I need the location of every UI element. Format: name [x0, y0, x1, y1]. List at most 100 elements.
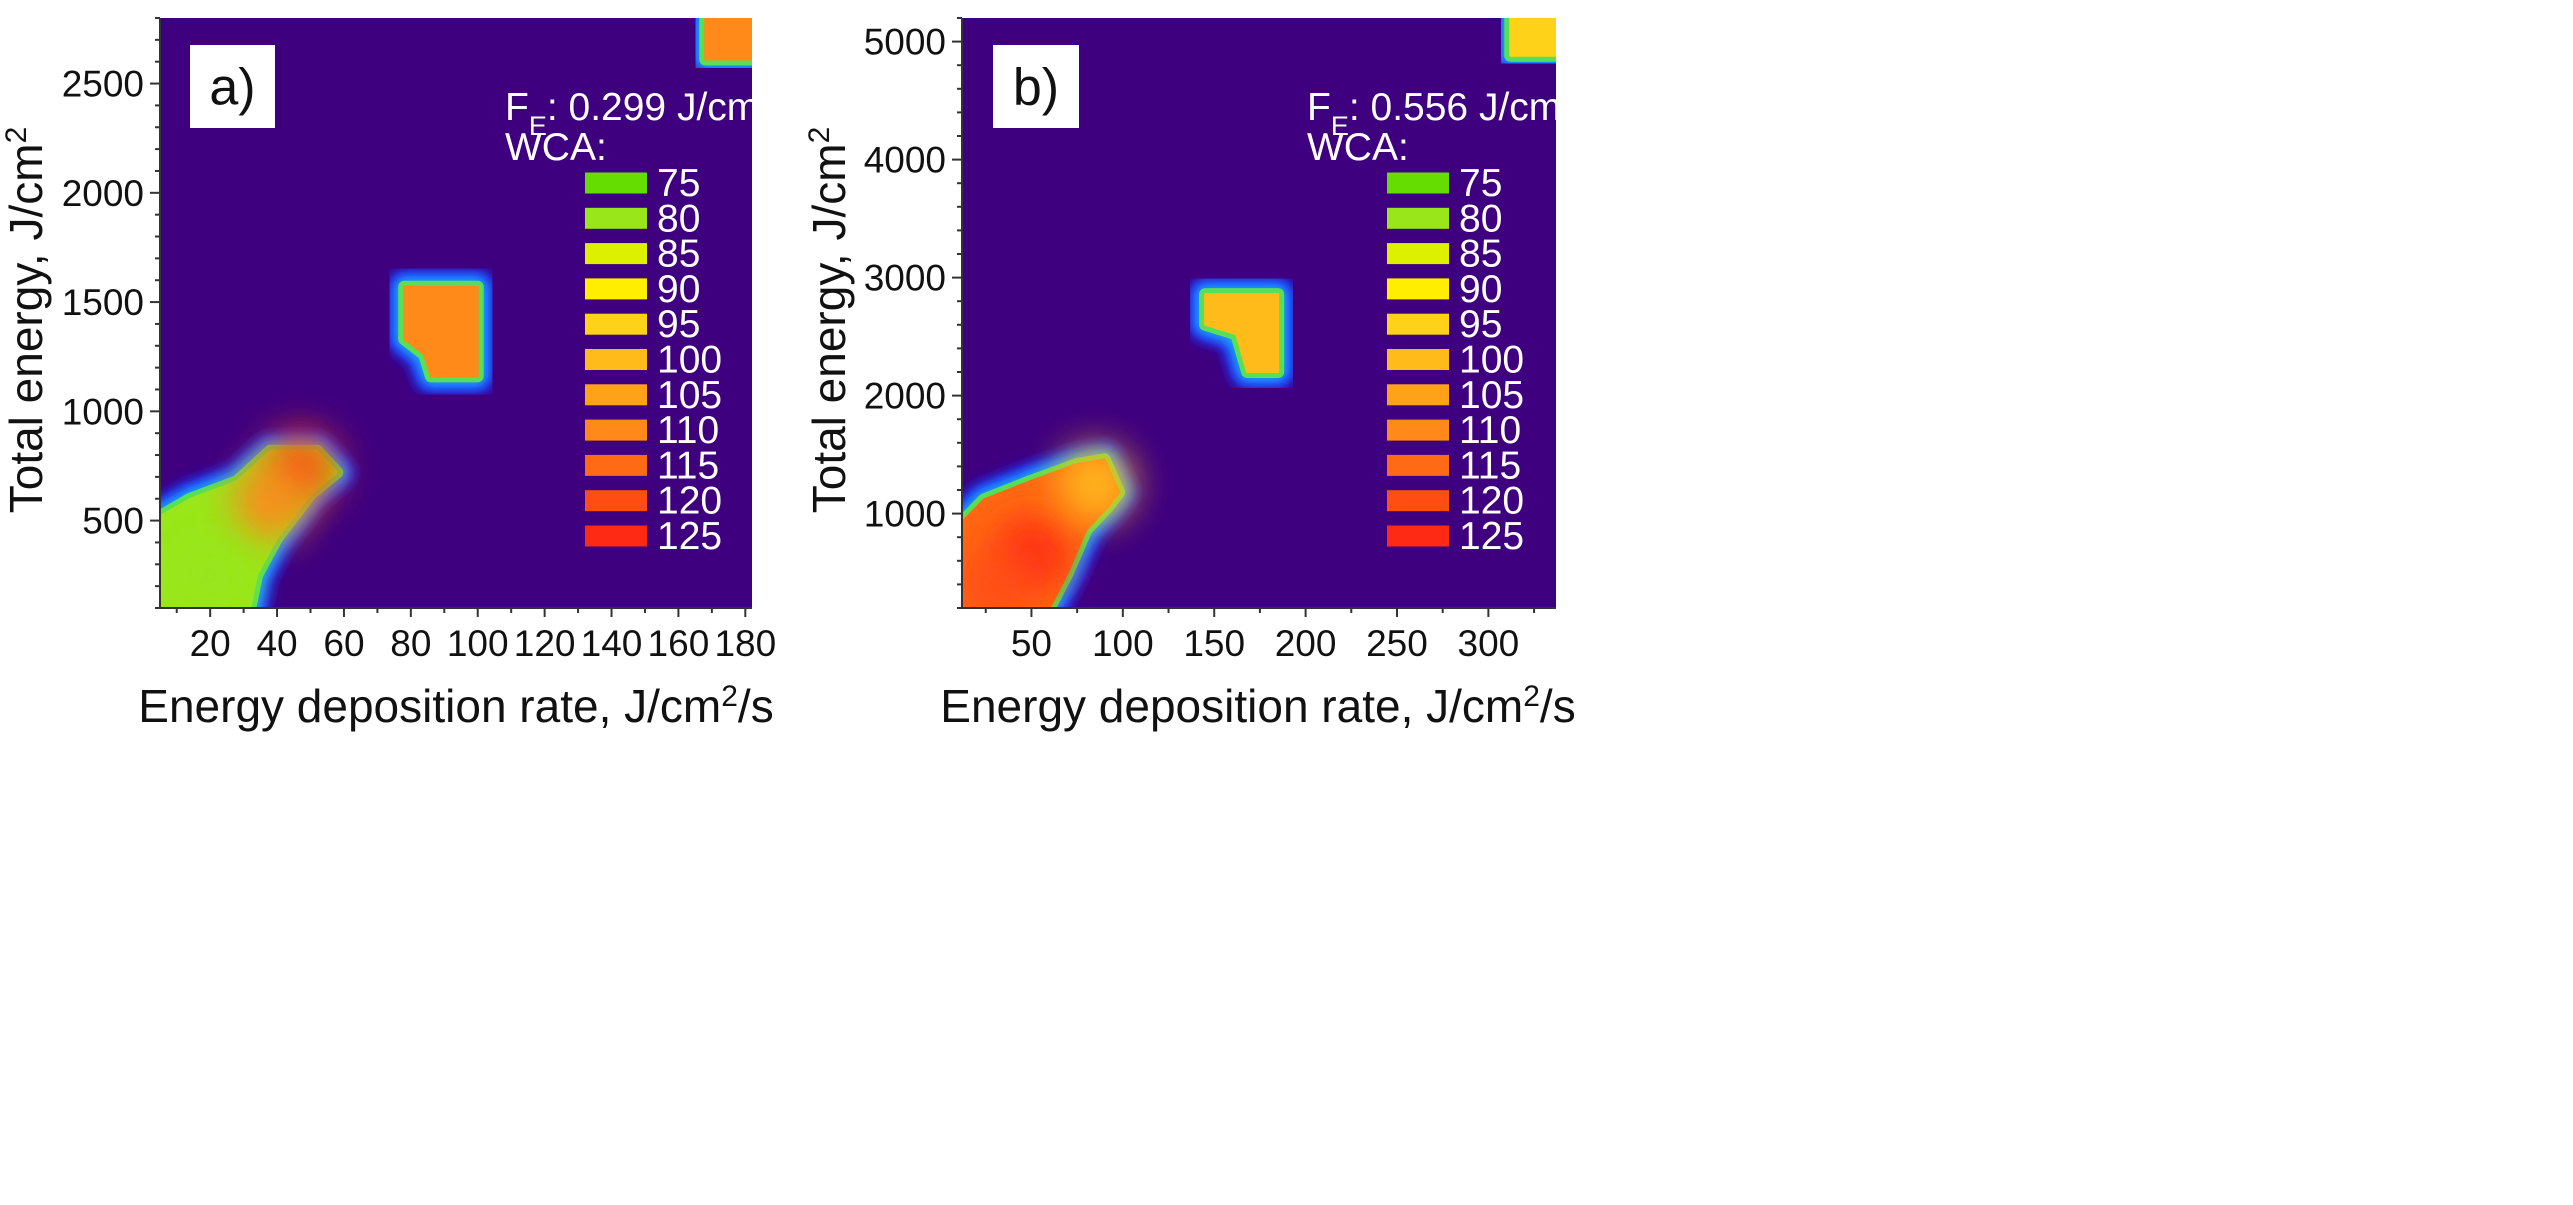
- heatmap-chart-b: 50 100 150 200 250 300 1000 2000 3000 4000 5000 Ene…: [803, 17, 1576, 733]
- x-tick-label: 180: [714, 623, 776, 664]
- legend-label: 105: [1459, 374, 1524, 417]
- legend-swatch: [1387, 490, 1449, 512]
- y-tick-label: 3000: [864, 258, 946, 299]
- legend-label: 120: [657, 480, 722, 523]
- legend-label: 80: [1459, 197, 1502, 240]
- x-axis-title-part: /s: [738, 680, 774, 732]
- region-top-right: [688, 18, 752, 77]
- panel-label: a): [209, 59, 255, 117]
- legend-label: 95: [1459, 303, 1502, 346]
- legend-label: 110: [657, 409, 719, 452]
- panel-label-box: [190, 45, 275, 128]
- y-tick-label: 500: [82, 501, 144, 542]
- legend-swatch: [1387, 313, 1449, 335]
- legend-swatch: [1387, 172, 1449, 194]
- x-tick-label: 200: [1275, 623, 1337, 664]
- legend-label: 125: [657, 515, 722, 558]
- legend-swatch: [585, 454, 647, 476]
- panel-label-box: [993, 45, 1079, 128]
- y-tick-label: 5000: [864, 22, 946, 63]
- legend-swatch: [585, 243, 647, 265]
- x-tick-label: 100: [447, 623, 509, 664]
- y-axis-title: Total energy, J/cm2: [803, 127, 856, 514]
- x-tick-label: 120: [514, 623, 576, 664]
- legend-swatch: [585, 172, 647, 194]
- legend-label: 100: [1459, 339, 1524, 382]
- y-tick-label: 2500: [62, 64, 144, 105]
- y-axis-title-part: Total energy, J/cm: [0, 143, 52, 513]
- legend-swatch: [585, 419, 647, 441]
- region-middle: [387, 269, 495, 394]
- hotspot: [1057, 446, 1134, 523]
- x-axis-title: Energy deposition rate, J/cm2/s: [138, 680, 773, 733]
- panel-a: 20 40 60 80 100 120 140 160 180 500 1000 1500 2000 25…: [0, 0, 1260, 1205]
- legend-label: 85: [1459, 233, 1502, 276]
- region-fill: [1204, 293, 1280, 373]
- hotspot: [962, 546, 1033, 608]
- region-fill: [1509, 18, 1556, 57]
- y-tick-label: 2000: [864, 376, 946, 417]
- hotspot: [172, 537, 249, 608]
- region-middle: [1188, 277, 1296, 389]
- x-tick-label: 250: [1366, 623, 1428, 664]
- legend-label: 80: [657, 197, 700, 240]
- legend-swatch: [1387, 243, 1449, 265]
- x-tick-label: 150: [1183, 623, 1245, 664]
- y-axis-title-sup: 2: [803, 127, 836, 144]
- heatmap-regions: [962, 18, 1556, 608]
- legend-label: 125: [1459, 515, 1524, 558]
- fluence-superscript: 2: [759, 81, 774, 111]
- y-axis-title-sup: 2: [0, 127, 33, 144]
- y-tick-label: 4000: [864, 140, 946, 181]
- legend-label: 110: [1459, 409, 1521, 452]
- x-tick-label: 60: [323, 623, 364, 664]
- legend-swatch: [1387, 384, 1449, 406]
- legend-swatch: [1387, 525, 1449, 547]
- region-fill: [403, 285, 479, 378]
- wca-label: WCA:: [1307, 126, 1409, 169]
- fluence-annotation: FE: 0.299 J/cm2: [505, 81, 774, 141]
- fluence-value: : 0.299 J/cm: [547, 86, 759, 129]
- y-axis-title: Total energy, J/cm2: [0, 127, 52, 514]
- legend-label: 90: [1459, 268, 1502, 311]
- x-tick-label: 140: [581, 623, 643, 664]
- legend-swatch: [1387, 278, 1449, 300]
- x-axis-title-part: Energy deposition rate, J/cm: [940, 680, 1523, 732]
- x-tick-label: 40: [256, 623, 297, 664]
- legend-label: 105: [657, 374, 722, 417]
- hotspot: [232, 465, 309, 542]
- x-axis-title-sup: 2: [1523, 680, 1540, 713]
- y-tick-label: 1000: [62, 391, 144, 432]
- region-fill: [704, 18, 752, 61]
- fluence-symbol: F: [505, 86, 529, 129]
- legend-label: 115: [1459, 444, 1521, 487]
- legend-label: 75: [657, 162, 700, 205]
- legend-swatch: [585, 313, 647, 335]
- y-tick-label: 1500: [62, 282, 144, 323]
- fluence-value: : 0.556 J/cm: [1349, 86, 1561, 129]
- legend-label: 90: [657, 268, 700, 311]
- x-tick-label: 100: [1092, 623, 1154, 664]
- legend-label: 120: [1459, 480, 1524, 523]
- legend-label: 85: [657, 233, 700, 276]
- legend-swatch: [585, 525, 647, 547]
- legend-swatch: [585, 490, 647, 512]
- legend-swatch: [585, 349, 647, 370]
- legend-swatch: [585, 278, 647, 300]
- x-axis-title: Energy deposition rate, J/cm2/s: [940, 680, 1575, 733]
- x-axis-title-part: /s: [1540, 680, 1576, 732]
- fluence-subscript: E: [529, 111, 547, 141]
- legend-swatch: [1387, 349, 1449, 370]
- legend-label: 75: [1459, 162, 1502, 205]
- legend-swatch: [585, 207, 647, 229]
- y-tick-label: 1000: [864, 494, 946, 535]
- heatmap-regions: [160, 18, 752, 608]
- x-tick-label: 20: [190, 623, 231, 664]
- x-axis-title-sup: 2: [721, 680, 738, 713]
- y-tick-label: 2000: [62, 173, 144, 214]
- legend-swatch: [585, 384, 647, 406]
- x-axis-title-part: Energy deposition rate, J/cm: [138, 680, 721, 732]
- panel-label: b): [1013, 59, 1059, 117]
- heatmap-chart-a: 20 40 60 80 100 120 140 160 18050010001500200025…: [0, 17, 776, 733]
